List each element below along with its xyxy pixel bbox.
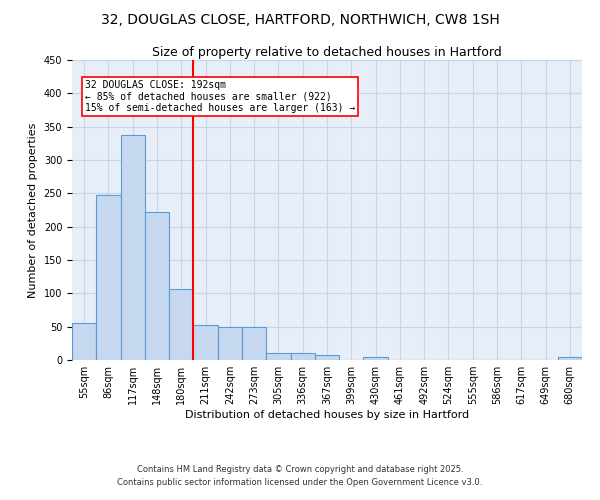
Text: Contains HM Land Registry data © Crown copyright and database right 2025.: Contains HM Land Registry data © Crown c… (137, 466, 463, 474)
Bar (218, 326, 242, 360)
Bar (145, 212, 169, 360)
Bar (558, 358, 582, 360)
Text: Contains public sector information licensed under the Open Government Licence v3: Contains public sector information licen… (118, 478, 482, 487)
Bar (290, 354, 315, 360)
Bar (242, 328, 266, 360)
Bar (266, 354, 290, 360)
Bar (169, 288, 193, 360)
Y-axis label: Number of detached properties: Number of detached properties (28, 122, 38, 298)
Text: 32, DOUGLAS CLOSE, HARTFORD, NORTHWICH, CW8 1SH: 32, DOUGLAS CLOSE, HARTFORD, NORTHWICH, … (101, 12, 499, 26)
Bar (315, 356, 339, 360)
Text: 32 DOUGLAS CLOSE: 192sqm
← 85% of detached houses are smaller (922)
15% of semi-: 32 DOUGLAS CLOSE: 192sqm ← 85% of detach… (85, 80, 355, 113)
Bar (364, 358, 388, 360)
Title: Size of property relative to detached houses in Hartford: Size of property relative to detached ho… (152, 46, 502, 59)
Bar (121, 136, 145, 360)
Bar (193, 326, 218, 360)
Bar (72, 324, 96, 360)
X-axis label: Distribution of detached houses by size in Hartford: Distribution of detached houses by size … (185, 410, 469, 420)
Bar (96, 196, 121, 360)
